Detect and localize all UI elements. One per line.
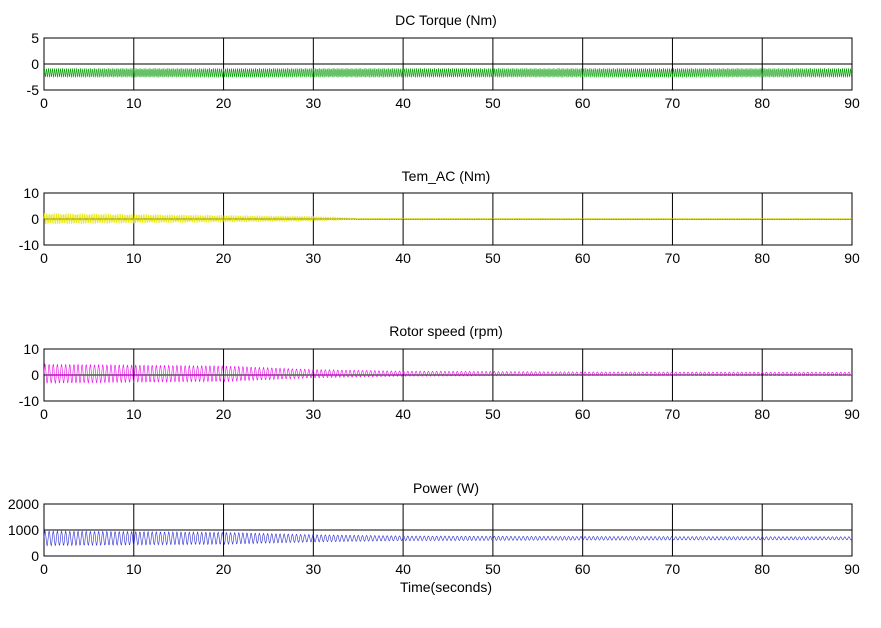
panel-tem-ac: Tem_AC (Nm) 100-10 0 10 20 30 40 50 60 70 80 90 [19,168,860,266]
series-path [43,363,853,385]
panel-title: Rotor speed (rpm) [389,323,503,339]
y-tick-label: 0 [31,367,39,383]
x-tick-label: 10 [126,95,142,111]
x-tick-label: 0 [40,250,48,266]
y-tick-label: 5 [31,30,39,46]
x-tick-label: 20 [216,406,232,422]
x-tick-label: 0 [40,561,48,577]
x-tick-label: 90 [844,406,860,422]
x-tick-label: 60 [575,95,591,111]
panel-title: Tem_AC (Nm) [402,168,491,184]
x-tick-label: 0 [40,406,48,422]
series-path [43,213,853,225]
x-tick-label: 20 [216,561,232,577]
series-line [43,530,853,547]
x-tick-label: 50 [485,250,501,266]
x-tick-label: 90 [844,250,860,266]
x-tick-label: 70 [665,95,681,111]
x-tick-label: 40 [395,250,411,266]
x-axis: 0 10 20 30 40 50 60 70 80 90 [40,561,860,577]
x-tick-label: 70 [665,561,681,577]
y-tick-label: 2000 [8,496,39,512]
x-tick-label: 0 [40,95,48,111]
x-tick-label: 50 [485,406,501,422]
series-line [43,67,853,78]
y-tick-label: 10 [23,185,39,201]
x-tick-label: 60 [575,250,591,266]
x-tick-label: 10 [126,250,142,266]
x-tick-label: 80 [754,95,770,111]
series-line [43,363,853,385]
y-tick-label: 0 [31,56,39,72]
x-tick-label: 50 [485,561,501,577]
x-tick-label: 20 [216,95,232,111]
x-axis: 0 10 20 30 40 50 60 70 80 90 [40,95,860,111]
x-tick-label: 40 [395,95,411,111]
x-tick-label: 80 [754,250,770,266]
panel-rotor-speed: Rotor speed (rpm) 100-10 0 10 20 30 40 50 60 70… [19,323,860,422]
x-tick-label: 90 [844,95,860,111]
y-tick-label: -10 [19,237,39,253]
y-tick-label: 1000 [8,522,39,538]
x-axis-label: Time(seconds) [400,579,492,595]
panel-dc-torque: DC Torque (Nm) 50-5 0 10 20 30 40 50 60 70 80 90 [27,12,860,111]
x-tick-label: 20 [216,250,232,266]
x-tick-label: 80 [754,561,770,577]
x-tick-label: 60 [575,406,591,422]
x-tick-label: 30 [306,250,322,266]
y-axis: 10 0 -10 [19,341,39,409]
x-tick-label: 50 [485,95,501,111]
x-axis: 0 10 20 30 40 50 60 70 80 90 [40,250,860,266]
y-tick-label: 0 [31,211,39,227]
x-tick-label: 10 [126,406,142,422]
y-axis: 10 0 -10 [19,185,39,253]
series-line [43,213,853,225]
y-tick-label: -10 [19,393,39,409]
x-tick-label: 60 [575,561,591,577]
y-axis: 2000 1000 0 [8,496,39,564]
series-path [43,530,853,547]
y-tick-label: 10 [23,341,39,357]
panel-title: Power (W) [413,480,479,496]
x-tick-label: 90 [844,561,860,577]
x-tick-label: 40 [395,561,411,577]
series-path [43,67,853,78]
x-tick-label: 30 [306,406,322,422]
x-tick-label: 30 [306,561,322,577]
y-axis: 5 0 -5 [27,30,40,98]
x-tick-label: 10 [126,561,142,577]
x-axis: 0 10 20 30 40 50 60 70 80 90 [40,406,860,422]
y-tick-label: 0 [31,548,39,564]
x-tick-label: 30 [306,95,322,111]
x-tick-label: 40 [395,406,411,422]
x-tick-label: 70 [665,250,681,266]
y-tick-label: -5 [27,82,40,98]
panel-title: DC Torque (Nm) [395,12,497,28]
x-tick-label: 80 [754,406,770,422]
x-tick-label: 70 [665,406,681,422]
